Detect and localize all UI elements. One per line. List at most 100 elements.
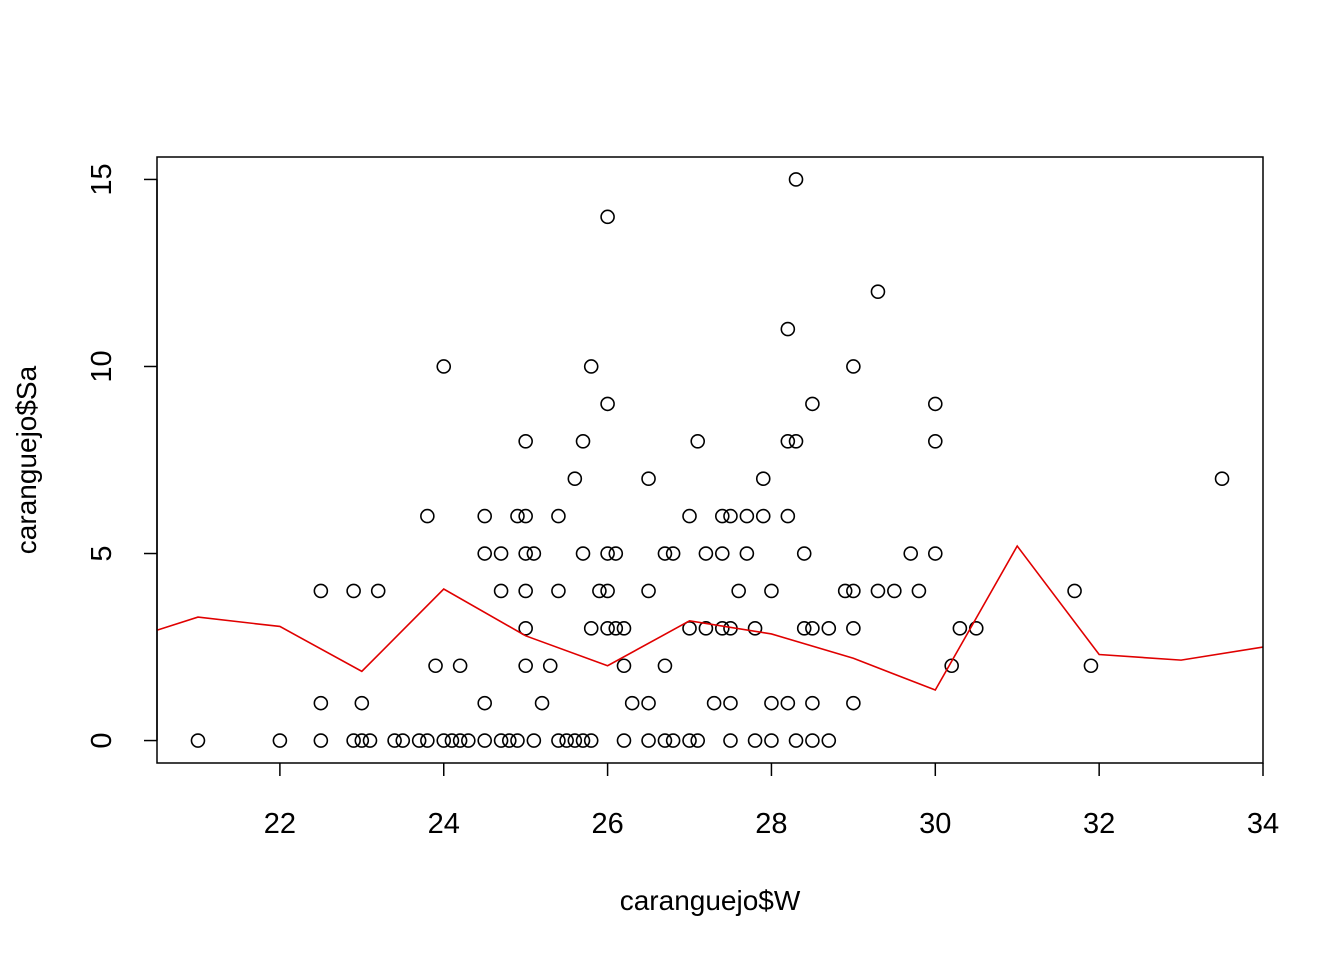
data-point [600, 396, 615, 412]
data-point [518, 621, 533, 636]
data-point [387, 733, 402, 748]
data-point [887, 583, 902, 599]
data-point [805, 396, 820, 412]
data-point [551, 583, 566, 599]
data-point [362, 733, 378, 748]
data-point [428, 658, 443, 674]
data-point [575, 733, 591, 748]
data-point [493, 583, 509, 599]
data-point [747, 621, 763, 636]
data-point [805, 733, 820, 748]
data-point [444, 733, 460, 748]
data-point [510, 733, 525, 748]
data-point [968, 621, 984, 636]
data-point [780, 321, 796, 337]
data-point [583, 359, 599, 374]
data-point [682, 733, 697, 748]
data-point [870, 284, 886, 299]
data-point [436, 359, 452, 374]
data-point [616, 621, 632, 636]
x-tick-label: 32 [1083, 808, 1115, 840]
data-point [837, 583, 853, 599]
data-point [526, 733, 542, 748]
data-point [501, 733, 517, 748]
x-tick-label: 24 [428, 808, 460, 840]
y-tick-label: 10 [86, 350, 118, 382]
y-tick-label: 15 [86, 163, 118, 195]
data-point [567, 471, 583, 487]
data-point [698, 621, 714, 636]
data-point [395, 733, 411, 748]
data-point [493, 546, 509, 561]
data-point [608, 546, 624, 561]
data-point [583, 621, 599, 636]
data-point [780, 433, 796, 449]
data-point [575, 433, 591, 449]
data-point [551, 733, 566, 748]
data-point [927, 546, 943, 561]
y-tick-label: 5 [86, 545, 118, 561]
data-point [821, 733, 837, 748]
data-point [600, 621, 615, 636]
data-point [657, 546, 673, 561]
data-point [723, 695, 738, 711]
data-point [551, 508, 566, 524]
data-point [493, 733, 509, 748]
data-point [452, 733, 468, 748]
data-point [526, 546, 542, 561]
data-point [846, 695, 861, 711]
data-point [788, 733, 804, 748]
data-point [657, 658, 673, 674]
data-point [805, 695, 820, 711]
data-point [739, 508, 755, 524]
data-point [346, 733, 361, 748]
data-point [616, 658, 632, 674]
data-point [641, 695, 656, 711]
data-point [714, 546, 730, 561]
data-point [542, 658, 558, 674]
data-point [690, 733, 706, 748]
data-point [739, 546, 755, 561]
data-point [600, 583, 615, 599]
trend-line [157, 544, 1263, 692]
data-point [927, 433, 943, 449]
data-point [420, 733, 435, 748]
x-axis: 22 24 26 28 30 32 34 [264, 763, 1279, 840]
x-tick-label: 26 [591, 808, 623, 840]
data-point [764, 583, 779, 599]
data-point [313, 695, 329, 711]
data-point [452, 658, 468, 674]
data-point [510, 508, 525, 524]
data-point [723, 508, 738, 524]
data-point [313, 733, 329, 748]
data-point [461, 733, 476, 748]
data-point [665, 546, 681, 561]
data-point [944, 658, 959, 674]
data-point [870, 583, 886, 599]
data-point [714, 621, 730, 636]
plot-frame [156, 156, 1264, 764]
data-point [575, 546, 591, 561]
data-point [805, 621, 820, 636]
data-point [583, 733, 599, 748]
data-point [420, 508, 435, 524]
data-point [764, 733, 779, 748]
data-point [755, 508, 771, 524]
x-tick-label: 30 [919, 808, 951, 840]
data-point [903, 546, 919, 561]
data-point [608, 621, 624, 636]
data-point [714, 508, 730, 524]
data-points [190, 172, 1230, 748]
data-point [600, 546, 615, 561]
data-point [682, 508, 697, 524]
data-point [911, 583, 927, 599]
data-point [567, 733, 583, 748]
y-axis: 0 5 10 15 [86, 163, 158, 749]
data-point [641, 583, 656, 599]
data-point [624, 695, 640, 711]
data-point [354, 695, 370, 711]
data-point [657, 733, 673, 748]
data-point [354, 733, 370, 748]
data-point [764, 695, 779, 711]
